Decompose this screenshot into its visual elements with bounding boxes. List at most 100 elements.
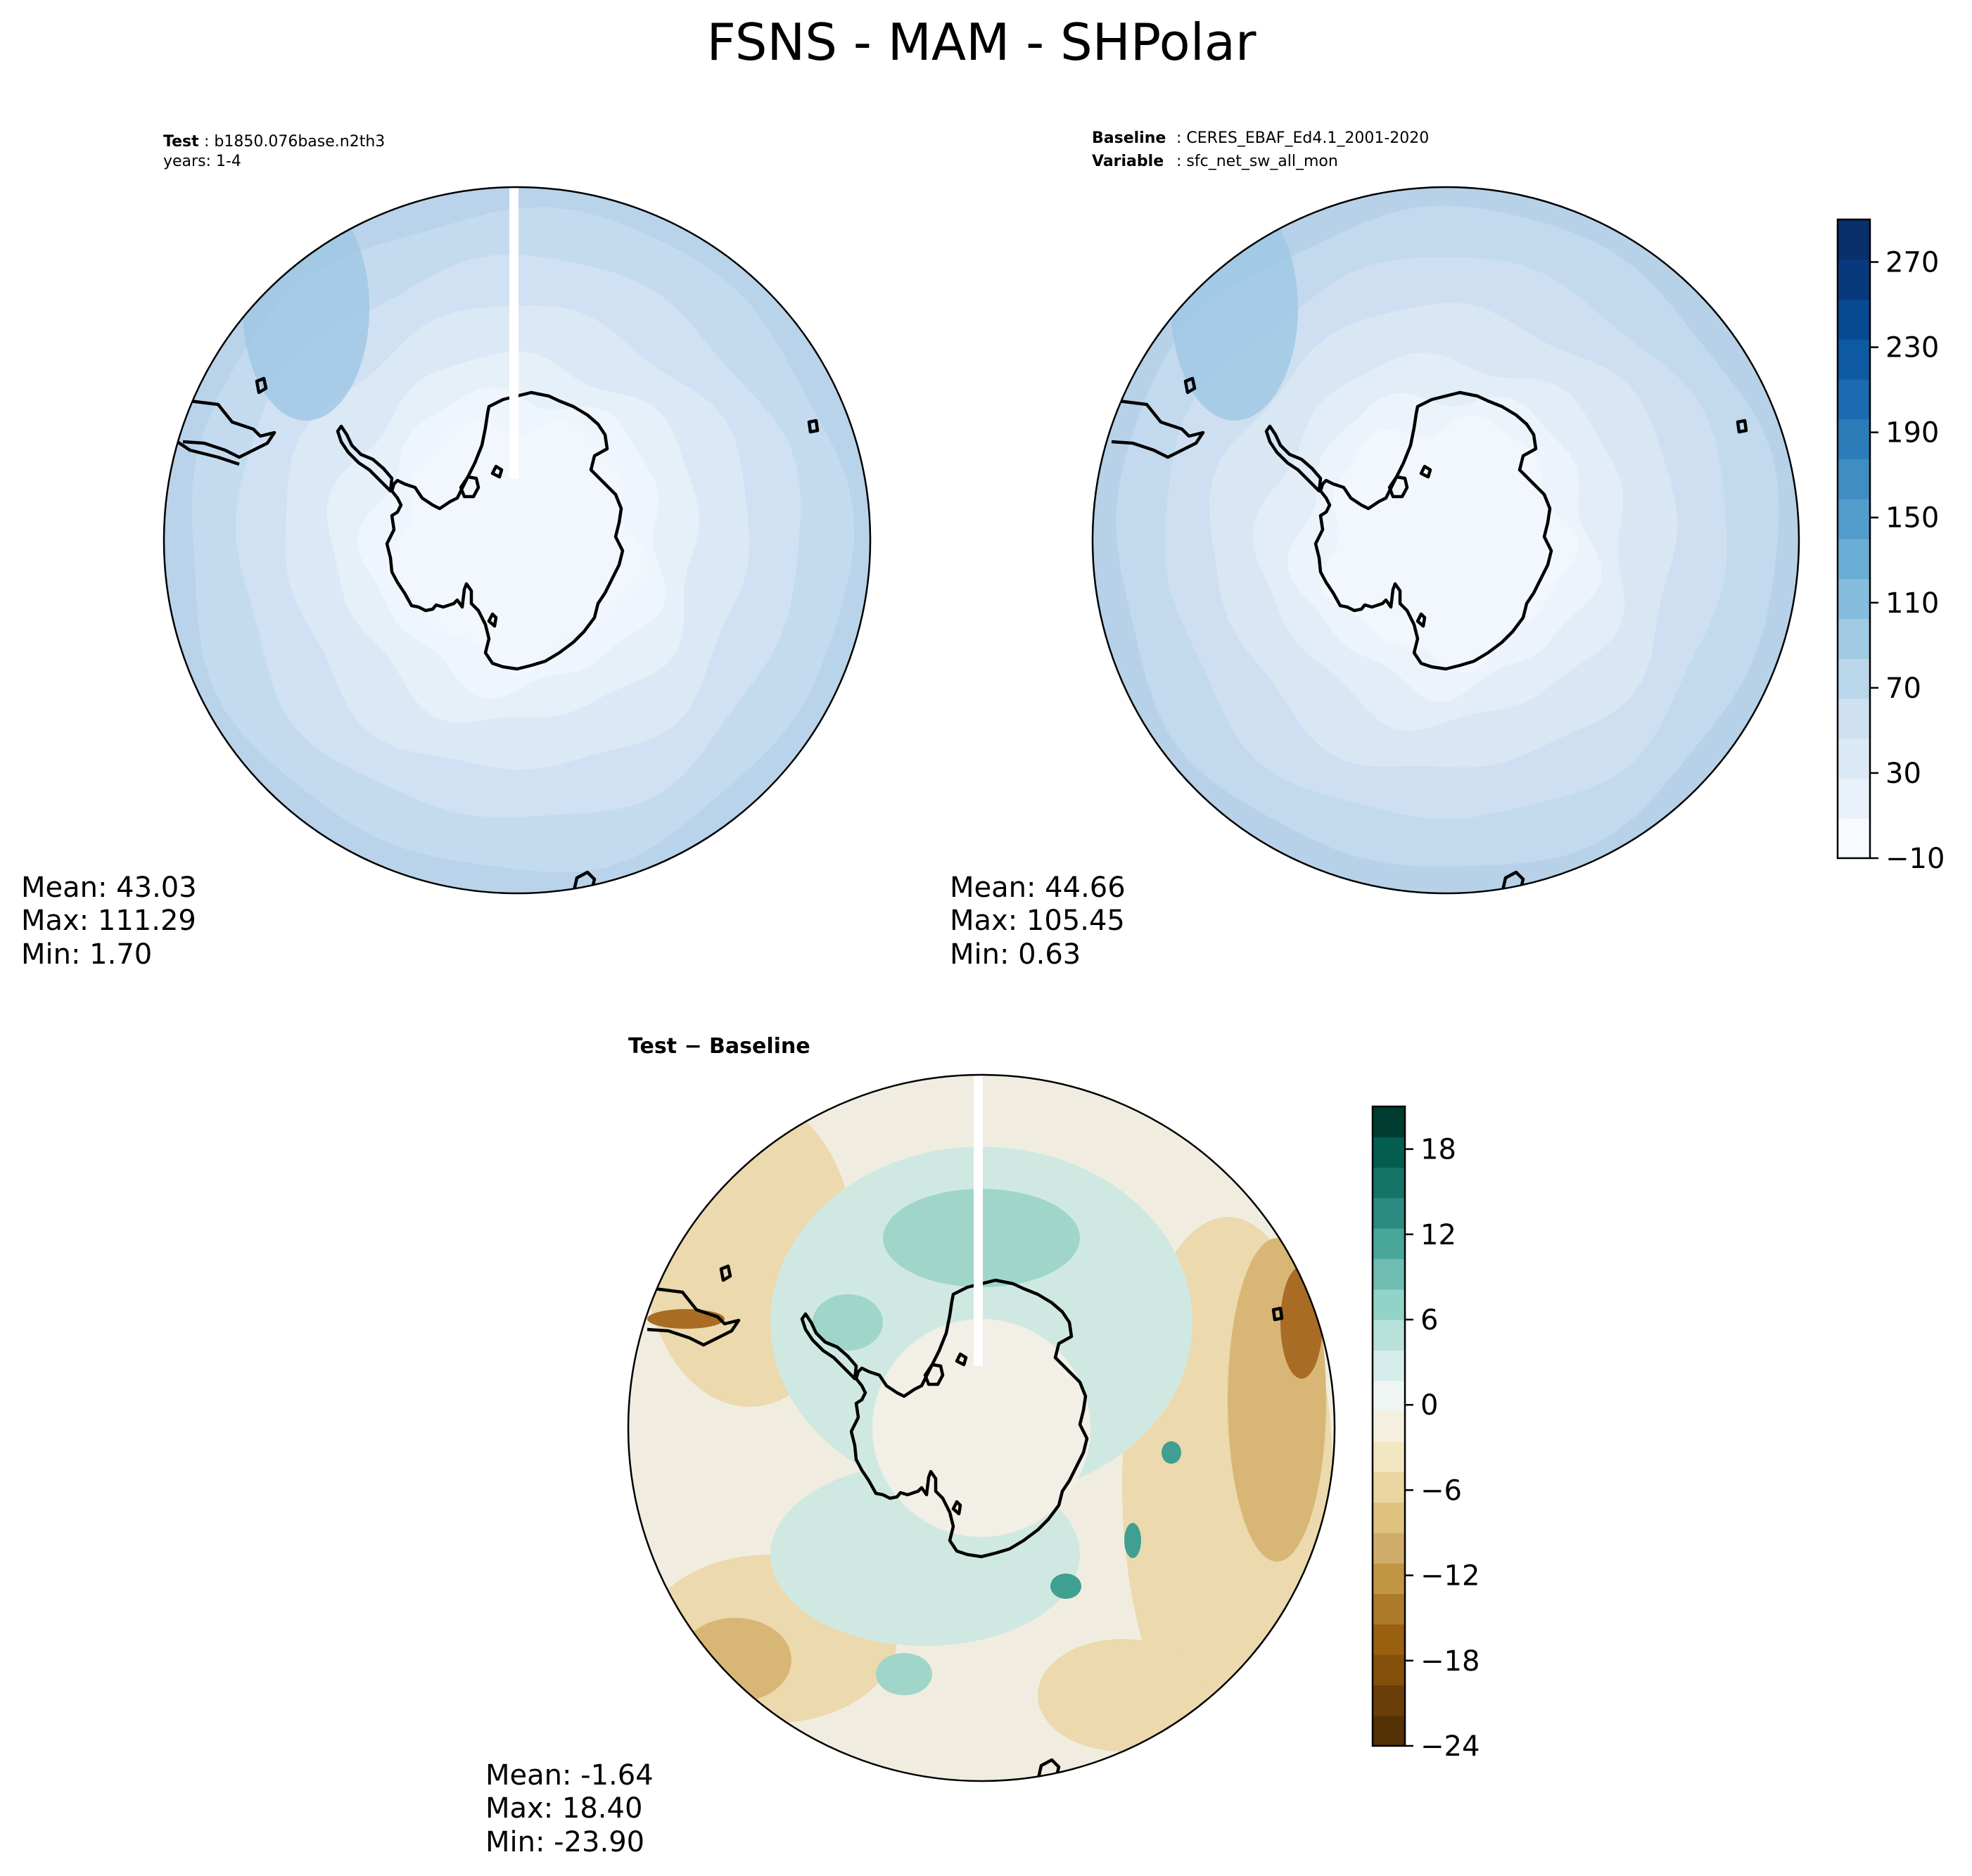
colorbar-segment: [1373, 1320, 1405, 1351]
colorbar-tick-label: 0: [1420, 1389, 1438, 1422]
test-kerguelen: [807, 419, 820, 434]
figure-title: FSNS - MAM - SHPolar: [707, 13, 1257, 72]
colorbar-segment: [1373, 1106, 1405, 1137]
diff-mean: Mean: -1.64: [485, 1759, 654, 1792]
colorbar-segment: [1373, 1593, 1405, 1625]
colorbar-segment: [1373, 1380, 1405, 1412]
baseline-kerguelen: [1736, 419, 1748, 434]
diff-blob-teal-mid: [813, 1294, 883, 1351]
test-mean: Mean: 43.03: [21, 872, 197, 904]
colorbar-segment: [1373, 1137, 1405, 1168]
diff-kerguelen: [1271, 1306, 1284, 1322]
colorbar-segment: [1373, 1685, 1405, 1716]
colorbar-segment: [1373, 1472, 1405, 1503]
colorbar-segment: [1373, 1563, 1405, 1595]
colorbar-segment: [1838, 738, 1870, 779]
colorbar-tick-label: −10: [1885, 843, 1945, 875]
colorbar-segment: [1838, 658, 1870, 699]
main-colorbar: −10 30 70 110 150 190 230 270: [1836, 218, 1945, 875]
colorbar-segment: [1838, 578, 1870, 620]
colorbar-tick-label: 12: [1420, 1219, 1456, 1251]
test-south-america-coast-2: [167, 435, 240, 466]
diff-blob-brown-dark: [1280, 1266, 1323, 1379]
colorbar-segment: [1373, 1228, 1405, 1260]
colorbar-segment: [1838, 698, 1870, 739]
diff-max: Max: 18.40: [485, 1792, 642, 1825]
test-max: Max: 111.29: [21, 905, 196, 937]
colorbar-segment: [1838, 379, 1870, 420]
diff-blob-teal-dark: [1162, 1441, 1181, 1464]
diff-blob-brown-dark: [647, 1309, 725, 1329]
baseline-min: Min: 0.63: [950, 938, 1081, 971]
diff-blob-teal-dark: [1050, 1574, 1081, 1599]
diff-blob-brown-mid: [1228, 1238, 1326, 1562]
diff-falklands: [719, 1264, 732, 1282]
diff-new-zealand: [1036, 1758, 1061, 1781]
baseline-name: : CERES_EBAF_Ed4.1_2001-2020: [1176, 129, 1429, 147]
test-seam: [509, 187, 519, 478]
test-map: [163, 186, 872, 895]
test-falklands: [255, 376, 268, 395]
colorbar-segment: [1373, 1502, 1405, 1533]
diff-blob-brown-mid: [679, 1618, 791, 1702]
colorbar-segment: [1838, 539, 1870, 580]
colorbar-segment: [1838, 219, 1870, 260]
field-ring: [1321, 415, 1579, 673]
diff-map-rim: [627, 1073, 1336, 1782]
colorbar-segment: [1838, 818, 1870, 859]
test-south-america-coast: [182, 399, 276, 459]
baseline-mean: Mean: 44.66: [950, 872, 1126, 904]
colorbar-tick-label: −12: [1420, 1560, 1480, 1593]
colorbar-segment: [1373, 1350, 1405, 1382]
colorbar-tick-label: 6: [1420, 1304, 1438, 1336]
colorbar-segment: [1373, 1623, 1405, 1655]
test-label-bold: Test: [163, 133, 199, 151]
test-case-name: : b1850.076base.n2th3: [204, 133, 385, 151]
baseline-name-value: CERES_EBAF_Ed4.1_2001-2020: [1186, 129, 1429, 147]
test-colon: :: [204, 133, 214, 151]
test-outer-coasts: [167, 187, 820, 893]
test-min: Min: 1.70: [21, 938, 152, 971]
colorbar-segment: [1373, 1410, 1405, 1442]
diff-colorbar: −24 −18 −12 −6 0 6 12 18: [1371, 1105, 1480, 1763]
colorbar-segment: [1373, 1715, 1405, 1747]
baseline-map-rim: [1091, 186, 1800, 895]
colorbar-tick-label: 30: [1885, 758, 1921, 790]
colorbar-segment: [1373, 1167, 1405, 1199]
colorbar-segment: [1838, 299, 1870, 340]
baseline-south-america-coast: [1111, 399, 1205, 459]
variable-label: Variable: [1092, 153, 1164, 170]
test-label: Test: [163, 133, 199, 151]
test-case-value: b1850.076base.n2th3: [214, 133, 385, 151]
baseline-field: [1093, 187, 1799, 893]
baseline-map: [1091, 186, 1800, 895]
colorbar-tick-label: 270: [1885, 247, 1939, 279]
variable-colon: :: [1176, 153, 1186, 170]
colorbar-segment: [1838, 778, 1870, 819]
colorbar-tick-label: −6: [1420, 1474, 1462, 1507]
baseline-label: Baseline: [1092, 129, 1166, 147]
diff-outer-coasts: [647, 1075, 1284, 1781]
diff-field: [628, 1075, 1335, 1781]
colorbar-frame: [1836, 218, 1871, 860]
test-map-rim: [163, 186, 872, 895]
colorbar-segment: [1373, 1289, 1405, 1320]
colorbar-tick-label: 110: [1885, 587, 1939, 620]
colorbar-tick-label: 190: [1885, 417, 1939, 449]
test-years: years: 1-4: [163, 153, 241, 170]
baseline-falklands: [1183, 376, 1197, 395]
colorbar-tick-label: 70: [1885, 672, 1921, 705]
colorbar-segment: [1373, 1533, 1405, 1564]
baseline-colon: :: [1176, 129, 1186, 147]
colorbar-tick-label: 150: [1885, 502, 1939, 535]
diff-blob-teal-mid: [876, 1653, 932, 1695]
colorbar-frame: [1371, 1105, 1406, 1747]
colorbar-segment: [1838, 419, 1870, 460]
field-ring: [386, 420, 649, 675]
diff-min: Min: -23.90: [485, 1826, 644, 1858]
colorbar-segment: [1838, 339, 1870, 380]
colorbar-segment: [1838, 499, 1870, 540]
diff-seam: [974, 1075, 983, 1366]
diff-blob-teal-dark: [1124, 1523, 1141, 1558]
